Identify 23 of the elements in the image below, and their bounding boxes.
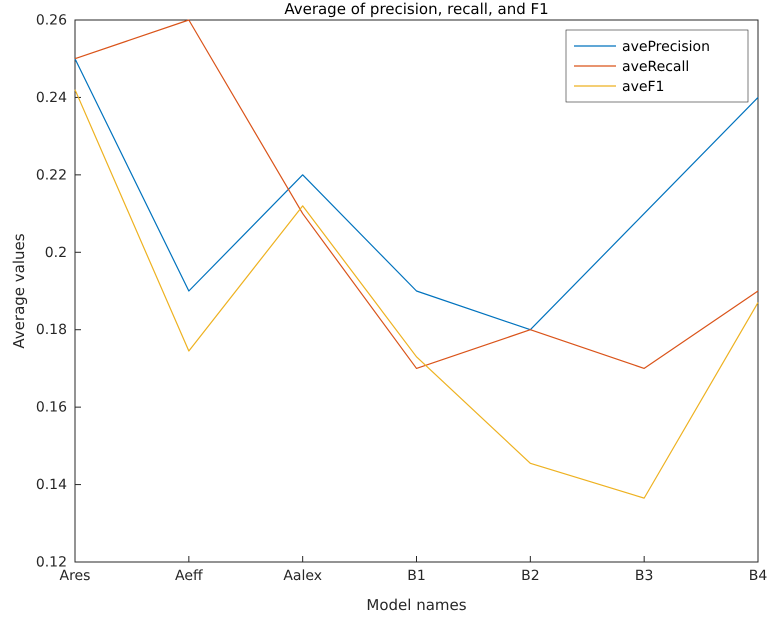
x-tick-label: B3	[634, 568, 654, 584]
y-tick-label: 0.16	[36, 400, 68, 416]
legend-label: aveF1	[622, 79, 664, 95]
x-tick-label: Ares	[60, 568, 90, 584]
x-axis-title: Model names	[366, 596, 467, 614]
line-series	[74, 58, 759, 330]
y-axis-title: Average values	[10, 233, 28, 349]
y-tick-label: 0.18	[36, 322, 67, 338]
x-tick-label: B2	[521, 568, 540, 584]
y-tick-label: 0.26	[36, 12, 68, 28]
y-tick-label: 0.2	[44, 244, 67, 261]
y-tick-label: 0.12	[36, 554, 67, 570]
x-tick-label: B1	[407, 568, 426, 584]
line-series	[74, 19, 759, 370]
x-tick-label: Aeff	[175, 568, 203, 584]
x-tick-label: B4	[748, 568, 768, 584]
legend-label: aveRecall	[622, 59, 690, 75]
y-tick-label: 0.14	[36, 477, 68, 494]
y-tick-label: 0.24	[36, 90, 68, 106]
y-tick-label: 0.22	[36, 167, 67, 184]
legend-label: avePrecision	[622, 39, 710, 55]
x-tick-label: Aalex	[283, 568, 322, 584]
chart-title: Average of precision, recall, and F1	[284, 0, 549, 18]
